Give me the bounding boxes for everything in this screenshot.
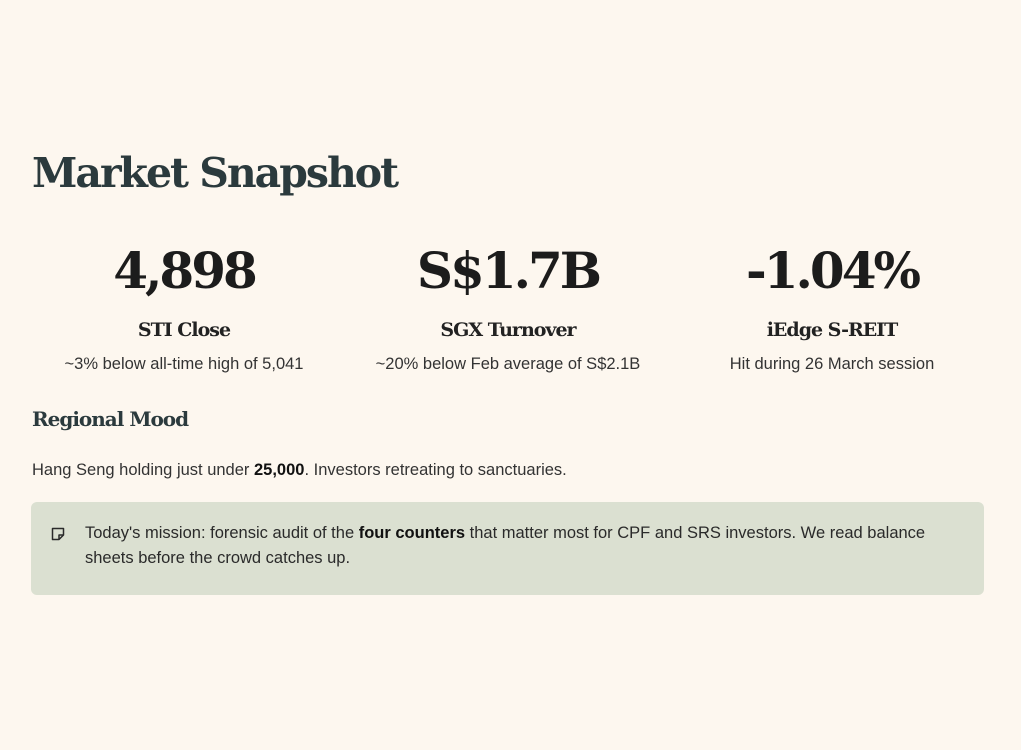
stat-sti-close: 4,898 STI Close ~3% below all-time high …	[14, 238, 354, 375]
stat-note: ~20% below Feb average of S$2.1B	[375, 355, 641, 373]
callout-text-start: Today's mission: forensic audit of the	[85, 524, 359, 542]
page-title: Market Snapshot	[32, 149, 399, 197]
stat-label: STI Close	[137, 319, 231, 341]
stat-sgx-turnover: S$1.7B SGX Turnover ~20% below Feb avera…	[338, 238, 678, 375]
stat-iedge-s-reit: -1.04% iEdge S-REIT Hit during 26 March …	[662, 238, 1002, 375]
stat-value: -1.04%	[745, 241, 921, 300]
callout-text-end: that matter most for CPF and SRS investo…	[85, 524, 926, 567]
stat-value: S$1.7B	[416, 241, 602, 300]
note-icon	[50, 526, 66, 542]
stat-label: iEdge S-REIT	[766, 319, 899, 341]
callout-text: Today's mission: forensic audit of the f…	[85, 521, 960, 571]
stat-note: ~3% below all-time high of 5,041	[64, 355, 304, 373]
regional-mood-text: Hang Seng holding just under 25,000. Inv…	[32, 458, 567, 482]
section-heading-regional-mood: Regional Mood	[32, 407, 189, 431]
regional-text-start: Hang Seng holding just under	[32, 461, 254, 479]
callout-text-highlight: four counters	[358, 524, 466, 542]
mission-callout: Today's mission: forensic audit of the f…	[31, 502, 984, 595]
regional-text-highlight: 25,000	[254, 461, 305, 479]
stat-label: SGX Turnover	[440, 319, 576, 341]
stat-note: Hit during 26 March session	[729, 355, 935, 373]
stats-row: 4,898 STI Close ~3% below all-time high …	[0, 238, 1021, 388]
stat-value: 4,898	[113, 241, 258, 300]
regional-text-end: . Investors retreating to sanctuaries.	[304, 461, 567, 479]
